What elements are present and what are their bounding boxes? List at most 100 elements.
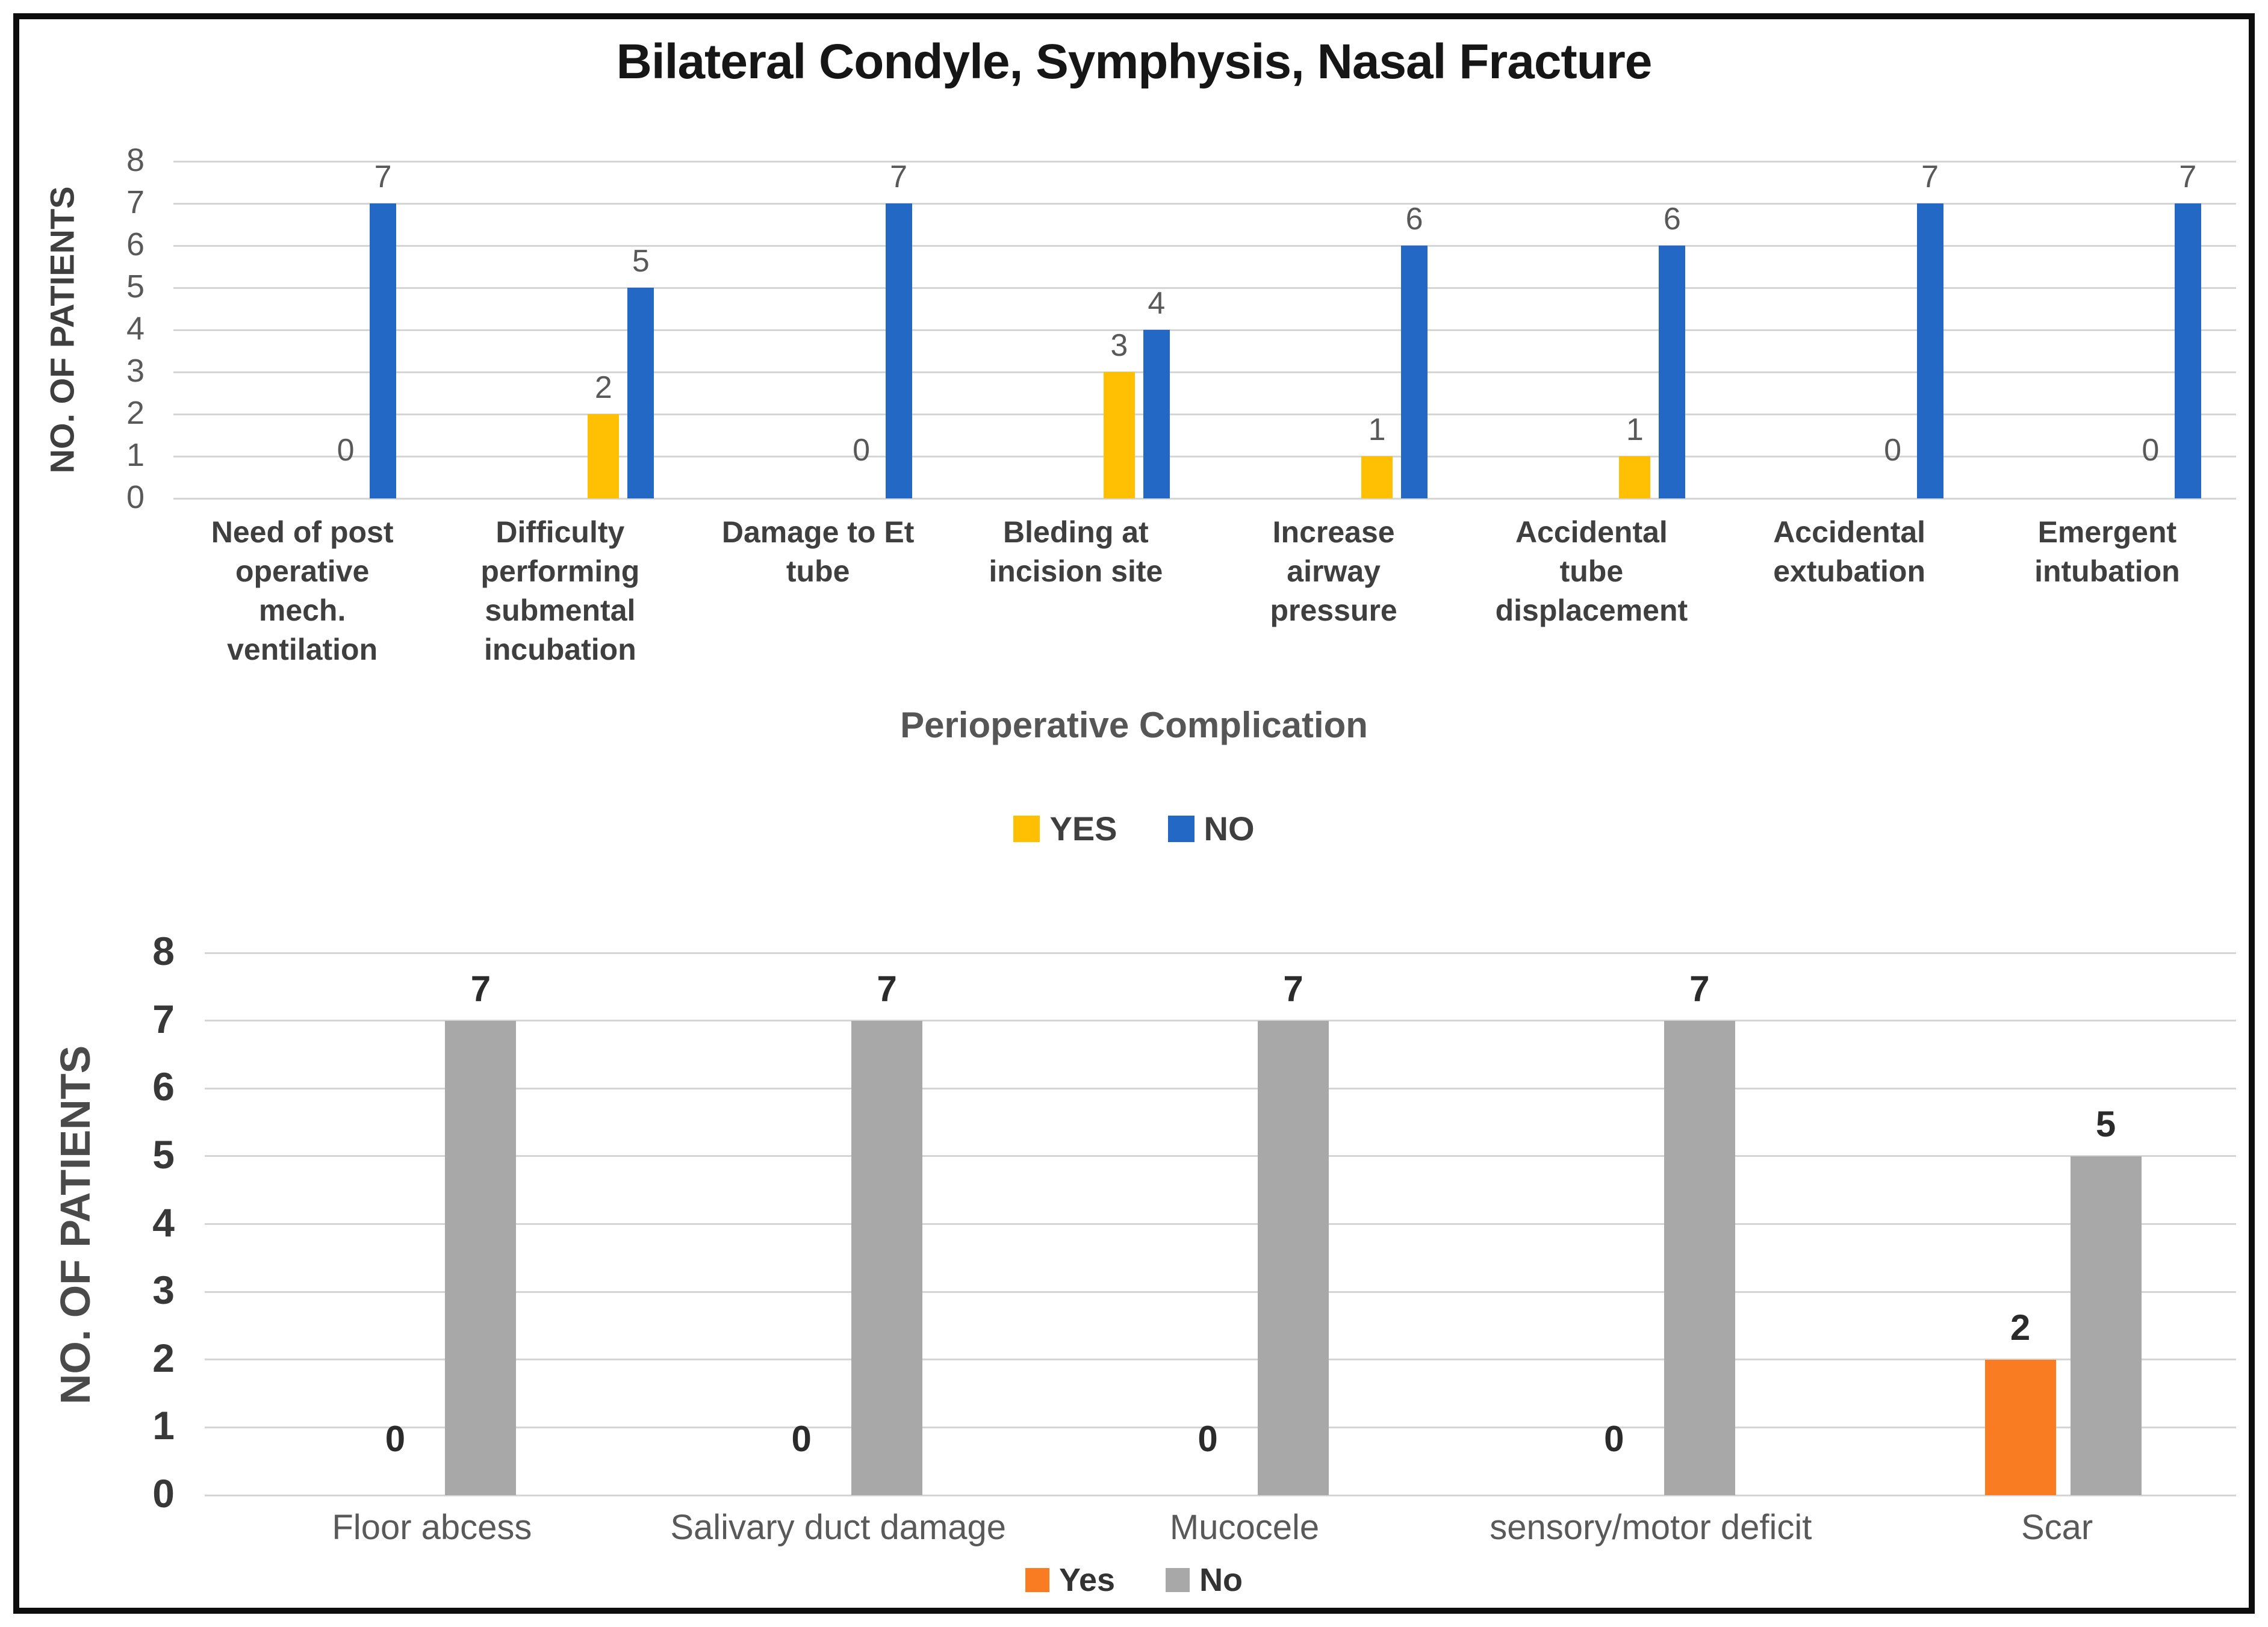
gridline [173,160,2236,163]
y-axis-tick-label: 6 [152,1064,175,1109]
gridline [205,952,2236,954]
value-label: 0 [1198,1419,1218,1459]
value-label: 7 [1283,968,1303,1009]
x-axis-title-top: Perioperative Complication [900,705,1368,745]
gridline [173,455,2236,457]
y-axis-tick-label: 0 [126,479,144,515]
category-label: Accidental extubation [1773,515,1926,588]
gridline [173,202,2236,205]
gridline [205,1020,2236,1022]
category-label: sensory/motor deficit [1490,1508,1812,1547]
value-label: 7 [1921,160,1939,194]
legend-item-yes: Yes [1025,1561,1115,1599]
y-axis-tick-label: 3 [152,1268,175,1313]
gridline [173,413,2236,415]
gridline [205,1087,2236,1089]
bar-no [851,1020,923,1495]
value-label: 5 [632,244,650,279]
y-axis-tick-label: 4 [152,1200,175,1245]
legend-swatch-yes [1025,1568,1049,1592]
legend-label-no: NO [1204,810,1255,848]
y-axis-tick-label: 1 [152,1403,175,1448]
y-axis-tick-label: 7 [152,996,175,1041]
gridline [173,497,2236,500]
category-label: Salivary duct damage [670,1508,1007,1547]
top-legend: YES NO [0,809,2268,848]
value-label: 0 [337,433,355,468]
legend-item-no: No [1166,1561,1243,1599]
value-label: 0 [1884,433,1902,468]
bar-no [1659,246,1686,498]
value-label: 7 [470,968,491,1009]
category-label: Difficulty performing submental incubati… [480,515,640,666]
gridline [205,1426,2236,1428]
y-axis-tick-label: 5 [126,268,144,305]
value-label: 0 [853,433,871,468]
value-label: 7 [890,160,908,194]
y-axis-tick-label: 0 [152,1471,175,1516]
category-label: Accidental tube displacement [1495,515,1688,627]
bar-no [2070,1156,2142,1495]
category-label: Need of post operative mech. ventilation [211,515,394,666]
bar-no [1664,1020,1735,1495]
y-axis-tick-label: 8 [152,929,175,974]
value-label: 6 [1663,202,1681,237]
y-axis-tick-label: 2 [126,394,144,431]
y-axis-tick-label: 7 [126,184,144,220]
legend-label-yes: Yes [1058,1562,1116,1598]
y-axis-tick-label: 3 [126,352,144,389]
gridline [205,1494,2236,1496]
value-label: 0 [2142,433,2160,468]
value-label: 0 [385,1419,406,1459]
bar-yes [1361,456,1393,498]
legend-label-no: No [1199,1562,1243,1598]
gridline [173,244,2236,247]
bar-no [1401,246,1428,498]
legend-swatch-yes [1013,815,1040,842]
bar-no [1143,330,1170,498]
y-axis-tick-label: 6 [126,226,144,262]
bar-no [1258,1020,1329,1495]
y-axis-tick-label: 4 [126,310,144,347]
legend-label-yes: YES [1049,810,1117,848]
legend-swatch-no [1166,1568,1190,1592]
bar-no [627,288,654,498]
y-axis-tick-label: 1 [126,436,144,473]
y-axis-tick-label: 2 [152,1335,175,1380]
category-label: Increase airway pressure [1270,515,1397,627]
category-label: Scar [2021,1508,2093,1547]
bar-no [370,203,397,498]
bar-no [445,1020,517,1495]
gridline [205,1291,2236,1293]
gridline [205,1223,2236,1225]
chart-title: Bilateral Condyle, Symphysis, Nasal Frac… [616,34,1653,89]
value-label: 2 [594,370,612,405]
value-label: 6 [1405,202,1423,237]
bar-no [885,203,912,498]
category-label: Mucocele [1169,1508,1320,1547]
value-label: 7 [1689,968,1710,1009]
category-label: Bleding at incision site [989,515,1163,588]
value-label: 7 [2179,160,2197,194]
value-label: 7 [877,968,897,1009]
gridline [173,329,2236,331]
gridline [205,1359,2236,1361]
bar-yes [1984,1359,2056,1495]
value-label: 1 [1368,412,1386,447]
value-label: 3 [1110,328,1128,363]
value-label: 0 [1604,1419,1624,1459]
value-label: 5 [2095,1103,2116,1144]
bar-yes [1619,456,1651,498]
legend-item-yes: YES [1013,809,1117,848]
category-label: Emergent intubation [2034,515,2180,588]
category-label: Floor abcess [332,1508,532,1547]
bar-yes [1103,372,1135,498]
bar-no [1916,203,1943,498]
legend-swatch-no [1167,815,1195,842]
y-axis-tick-label: 8 [126,141,144,178]
legend-item-no: NO [1167,809,1255,848]
bar-yes [588,414,620,498]
y-axis-tick-label: 5 [152,1132,175,1177]
category-label: Damage to Et tube [721,515,915,588]
value-label: 2 [2010,1307,2031,1348]
